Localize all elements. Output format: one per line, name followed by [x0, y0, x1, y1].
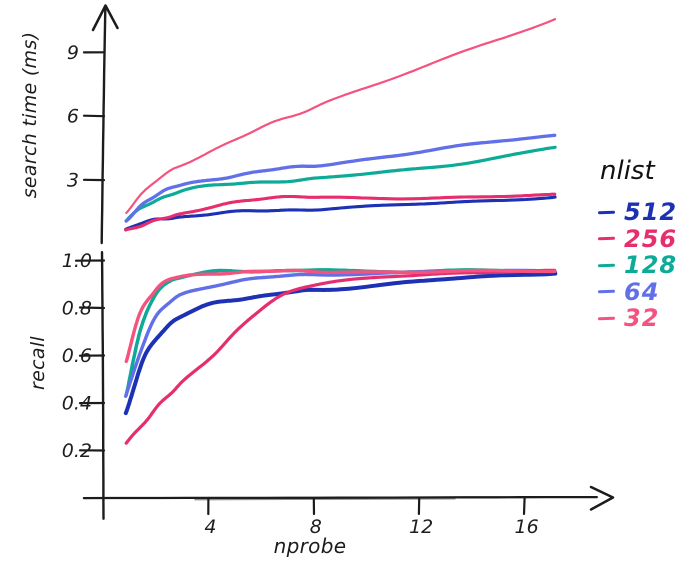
- svg-text:0.2: 0.2: [62, 440, 92, 462]
- series-256: [124, 268, 557, 445]
- series-64: [124, 133, 557, 223]
- svg-text:0.6: 0.6: [62, 345, 92, 367]
- legend-label-64: 64: [624, 277, 660, 306]
- legend-dash-512: [597, 210, 616, 214]
- series-256: [124, 192, 557, 232]
- svg-text:8: 8: [310, 516, 322, 538]
- svg-text:6: 6: [67, 106, 79, 128]
- series-512: [123, 271, 558, 416]
- svg-text:1.0: 1.0: [62, 250, 92, 272]
- svg-text:3: 3: [67, 170, 79, 192]
- legend-item-64: 64: [597, 277, 677, 306]
- svg-text:12: 12: [409, 516, 433, 538]
- svg-text:0.4: 0.4: [62, 393, 92, 415]
- legend-label-512: 512: [624, 198, 678, 226]
- svg-text:0.8: 0.8: [62, 298, 92, 320]
- series-32: [125, 18, 557, 214]
- legend-title: nlist: [600, 156, 655, 186]
- series-32: [124, 268, 557, 364]
- svg-text:16: 16: [515, 516, 539, 538]
- legend-dash-128: [597, 263, 616, 267]
- svg-text:9: 9: [67, 42, 79, 64]
- legend-item-512: 512: [597, 198, 678, 226]
- legend-dash-32: [597, 316, 616, 320]
- y-axis-label-recall: recall: [27, 336, 49, 390]
- y-axis-label-search-time: search time (ms): [19, 31, 41, 199]
- legend-item-32: 32: [597, 304, 677, 332]
- legend-label-32: 32: [624, 304, 660, 332]
- legend-label-128: 128: [624, 251, 678, 279]
- svg-text:4: 4: [204, 516, 216, 538]
- legend-item-128: 128: [597, 251, 678, 279]
- series-128: [124, 145, 557, 223]
- legend-item-256: 256: [597, 224, 678, 253]
- legend-label-256: 256: [624, 224, 678, 253]
- legend-dash-256: [597, 236, 616, 241]
- x-axis-label-nprobe: nprobe: [273, 534, 347, 558]
- legend-dash-64: [597, 289, 616, 294]
- legend: nlist 512 256 128 64 32: [597, 156, 678, 333]
